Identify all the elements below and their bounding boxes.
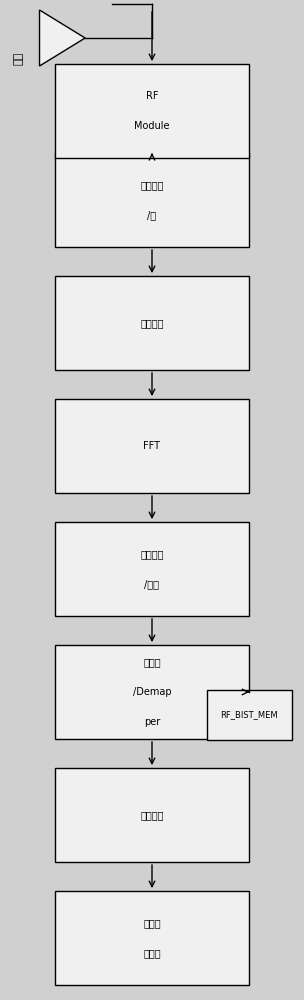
Text: Module: Module [134,121,170,131]
Bar [55,276,249,370]
Bar [55,645,249,739]
Bar [55,891,249,985]
Text: per: per [144,717,160,727]
Bar [55,64,249,158]
Text: 串并转换: 串并转换 [140,318,164,328]
Text: 信道估计: 信道估计 [140,549,164,559]
Text: /均衡: /均衡 [144,579,160,589]
Text: 天线: 天线 [13,51,23,65]
Bar [55,768,249,862]
Bar [55,153,249,247]
Text: /Demap: /Demap [133,687,171,697]
Text: 解映射: 解映射 [143,657,161,667]
Text: 码解调: 码解调 [143,948,161,958]
Bar [207,690,292,740]
Bar [55,522,249,616]
Text: 信道编: 信道编 [143,918,161,928]
Text: FFT: FFT [143,441,161,451]
Text: 帧头检测: 帧头检测 [140,180,164,190]
Polygon shape [40,10,85,66]
Text: 并串转换: 并串转换 [140,810,164,820]
Text: RF: RF [146,91,158,101]
Text: /票: /票 [147,210,157,220]
Bar [55,399,249,493]
Text: RF_BIST_MEM: RF_BIST_MEM [220,710,278,720]
